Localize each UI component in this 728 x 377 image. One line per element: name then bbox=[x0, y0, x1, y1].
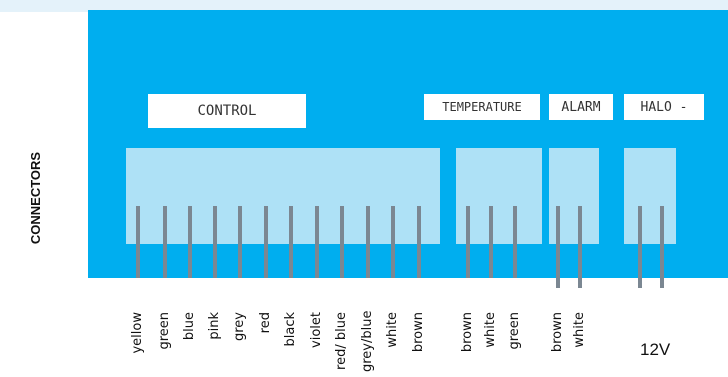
control-wire-label: violet bbox=[309, 312, 324, 348]
control-pin bbox=[340, 206, 344, 278]
control-wire-label: white bbox=[385, 312, 400, 348]
temperature-connector bbox=[456, 148, 542, 244]
alarm-wire-label: white bbox=[572, 312, 587, 348]
control-wire-label: red bbox=[258, 312, 273, 334]
halo-connector bbox=[624, 148, 676, 244]
control-wire-label: grey/blue bbox=[360, 310, 375, 372]
control-wire-label: brown bbox=[411, 312, 426, 353]
control-pin bbox=[417, 206, 421, 278]
temperature-wire-label: brown bbox=[460, 312, 475, 353]
halo-voltage-label: 12V bbox=[640, 340, 671, 359]
halo-label: HALO - bbox=[624, 94, 704, 120]
temperature-pin bbox=[489, 206, 493, 278]
control-pin bbox=[188, 206, 192, 278]
alarm-label: ALARM bbox=[549, 94, 613, 120]
side-title: CONNECTORS bbox=[28, 151, 43, 245]
control-wire-label: grey bbox=[232, 312, 247, 342]
halo-pin bbox=[638, 206, 642, 288]
control-pin bbox=[238, 206, 242, 278]
control-pin bbox=[366, 206, 370, 278]
alarm-pin bbox=[578, 206, 582, 288]
control-label: CONTROL bbox=[148, 94, 306, 128]
temperature-pin bbox=[513, 206, 517, 278]
control-pin bbox=[163, 206, 167, 278]
temperature-wire-label: green bbox=[507, 312, 522, 350]
control-wire-label: black bbox=[283, 312, 298, 347]
alarm-wire-label: brown bbox=[550, 312, 565, 353]
top-strip bbox=[0, 0, 728, 12]
control-wire-label: yellow bbox=[130, 312, 145, 354]
control-wire-label: green bbox=[157, 312, 172, 350]
alarm-pin bbox=[556, 206, 560, 288]
temperature-pin bbox=[466, 206, 470, 278]
control-pin bbox=[391, 206, 395, 278]
control-wire-label: red/ blue bbox=[334, 312, 349, 370]
control-connector bbox=[126, 148, 440, 244]
control-pin bbox=[315, 206, 319, 278]
temperature-wire-label: white bbox=[483, 312, 498, 348]
temperature-label: TEMPERATURE bbox=[424, 94, 540, 120]
halo-pin bbox=[660, 206, 664, 288]
control-pin bbox=[213, 206, 217, 278]
control-pin bbox=[136, 206, 140, 278]
control-pin bbox=[264, 206, 268, 278]
control-pin bbox=[289, 206, 293, 278]
control-wire-label: pink bbox=[207, 312, 222, 340]
control-wire-label: blue bbox=[182, 312, 197, 341]
